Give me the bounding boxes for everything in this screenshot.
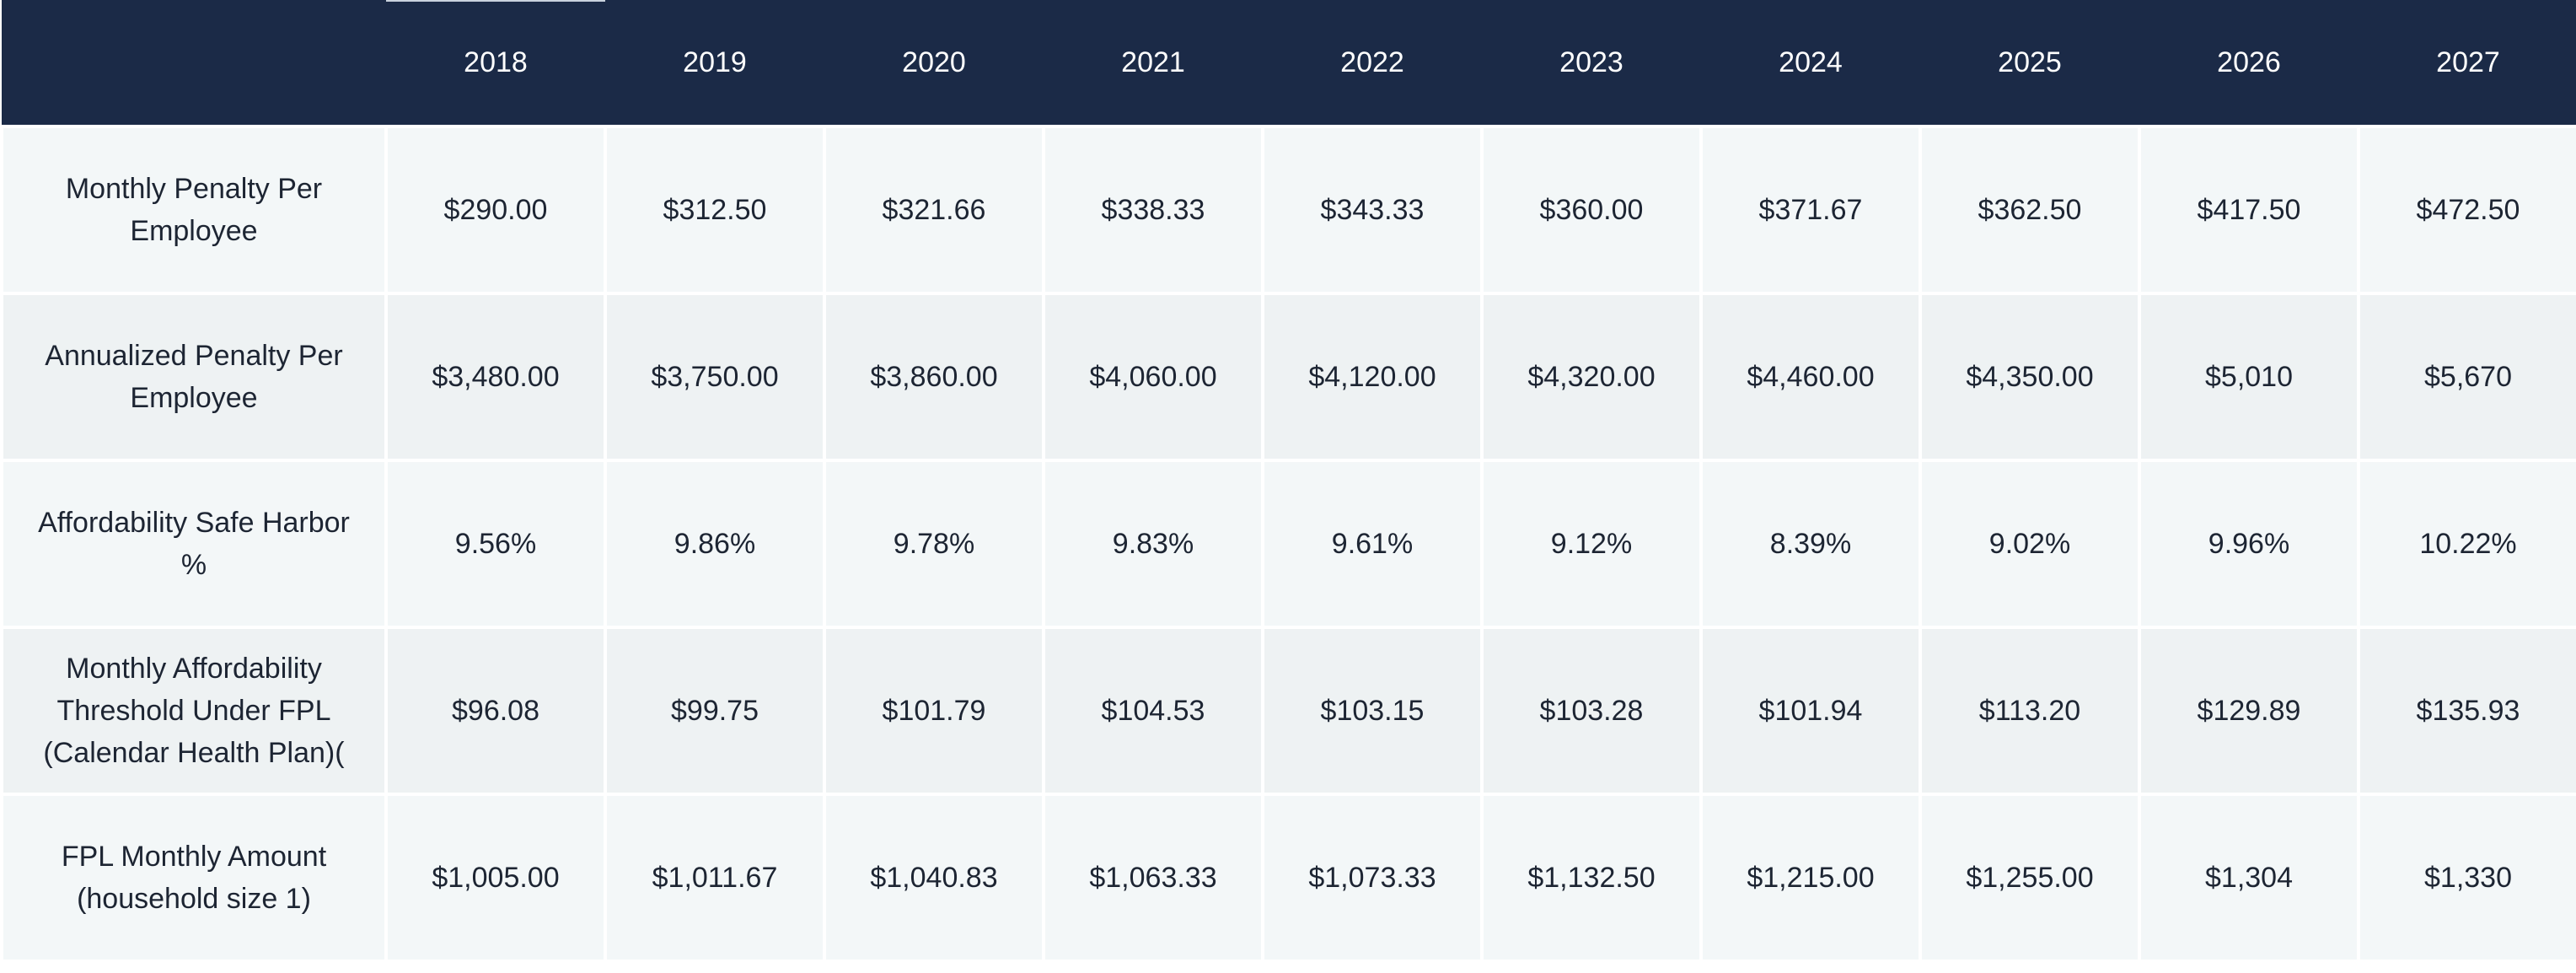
table-cell: $104.53 — [1042, 626, 1264, 796]
table-cell: $1,011.67 — [604, 793, 826, 963]
table-cell: $96.08 — [384, 626, 607, 796]
table-cell: $3,750.00 — [604, 292, 826, 462]
table-cell: $5,670 — [2357, 292, 2576, 462]
year-header-2018: 2018 — [386, 0, 605, 126]
table-cell: $4,320.00 — [1480, 292, 1703, 462]
row-label: Affordability Safe Harbor % — [0, 459, 388, 629]
table-cell: $343.33 — [1261, 125, 1484, 295]
table-row-affordability-threshold: Monthly Affordability Threshold Under FP… — [0, 626, 2576, 796]
table-cell: $4,460.00 — [1699, 292, 1922, 462]
table-cell: 9.56% — [384, 459, 607, 629]
table-body: Monthly Penalty Per Employee $290.00 $31… — [0, 125, 2576, 963]
table-cell: 9.86% — [604, 459, 826, 629]
year-header-2024: 2024 — [1701, 0, 1920, 126]
table-cell: $312.50 — [604, 125, 826, 295]
row-label: Monthly Affordability Threshold Under FP… — [0, 626, 388, 796]
table-cell: 9.12% — [1480, 459, 1703, 629]
table-cell: $1,132.50 — [1480, 793, 1703, 963]
table-cell: $5,010 — [2138, 292, 2360, 462]
table-cell: $4,120.00 — [1261, 292, 1484, 462]
year-header-2021: 2021 — [1044, 0, 1263, 126]
table-row-annualized-penalty: Annualized Penalty Per Employee $3,480.0… — [0, 292, 2576, 462]
table-row-fpl-monthly-amount: FPL Monthly Amount (household size 1) $1… — [0, 793, 2576, 963]
table-header: 2018 2019 2020 2021 2022 2023 2024 2025 … — [2, 0, 2576, 126]
table-cell: 8.39% — [1699, 459, 1922, 629]
table-cell: 9.61% — [1261, 459, 1484, 629]
table-cell: $101.94 — [1699, 626, 1922, 796]
year-header-2026: 2026 — [2139, 0, 2359, 126]
table-cell: $129.89 — [2138, 626, 2360, 796]
table-cell: $1,255.00 — [1919, 793, 2141, 963]
table-cell: $290.00 — [384, 125, 607, 295]
table-cell: 10.22% — [2357, 459, 2576, 629]
table-cell: $1,040.83 — [823, 793, 1045, 963]
table-cell: $321.66 — [823, 125, 1045, 295]
table-cell: $99.75 — [604, 626, 826, 796]
table-cell: $371.67 — [1699, 125, 1922, 295]
table-row-affordability-safe-harbor: Affordability Safe Harbor % 9.56% 9.86% … — [0, 459, 2576, 629]
row-label: Monthly Penalty Per Employee — [0, 125, 388, 295]
table-cell: $472.50 — [2357, 125, 2576, 295]
table-cell: 9.78% — [823, 459, 1045, 629]
table-cell: $1,063.33 — [1042, 793, 1264, 963]
table-cell: $103.15 — [1261, 626, 1484, 796]
table-cell: $360.00 — [1480, 125, 1703, 295]
row-label: FPL Monthly Amount (household size 1) — [0, 793, 388, 963]
table-cell: 9.83% — [1042, 459, 1264, 629]
table-row-monthly-penalty: Monthly Penalty Per Employee $290.00 $31… — [0, 125, 2576, 295]
table-cell: $103.28 — [1480, 626, 1703, 796]
year-header-2022: 2022 — [1263, 0, 1482, 126]
table-cell: $101.79 — [823, 626, 1045, 796]
table-cell: $417.50 — [2138, 125, 2360, 295]
table-cell: $4,060.00 — [1042, 292, 1264, 462]
header-row: 2018 2019 2020 2021 2022 2023 2024 2025 … — [2, 0, 2576, 126]
table-cell: $1,005.00 — [384, 793, 607, 963]
table-cell: $338.33 — [1042, 125, 1264, 295]
table-cell: $3,860.00 — [823, 292, 1045, 462]
table-cell: 9.02% — [1919, 459, 2141, 629]
year-header-2027: 2027 — [2359, 0, 2576, 126]
table-cell: $362.50 — [1919, 125, 2141, 295]
table-cell: $3,480.00 — [384, 292, 607, 462]
row-label: Annualized Penalty Per Employee — [0, 292, 388, 462]
year-header-2025: 2025 — [1920, 0, 2139, 126]
table-cell: 9.96% — [2138, 459, 2360, 629]
header-corner-cell — [2, 0, 386, 126]
table-cell: $1,073.33 — [1261, 793, 1484, 963]
table-cell: $1,304 — [2138, 793, 2360, 963]
table-cell: $1,330 — [2357, 793, 2576, 963]
table-cell: $1,215.00 — [1699, 793, 1922, 963]
year-header-2023: 2023 — [1482, 0, 1701, 126]
year-header-2020: 2020 — [824, 0, 1044, 126]
table-cell: $4,350.00 — [1919, 292, 2141, 462]
year-header-2019: 2019 — [605, 0, 824, 126]
table-cell: $113.20 — [1919, 626, 2141, 796]
table-cell: $135.93 — [2357, 626, 2576, 796]
